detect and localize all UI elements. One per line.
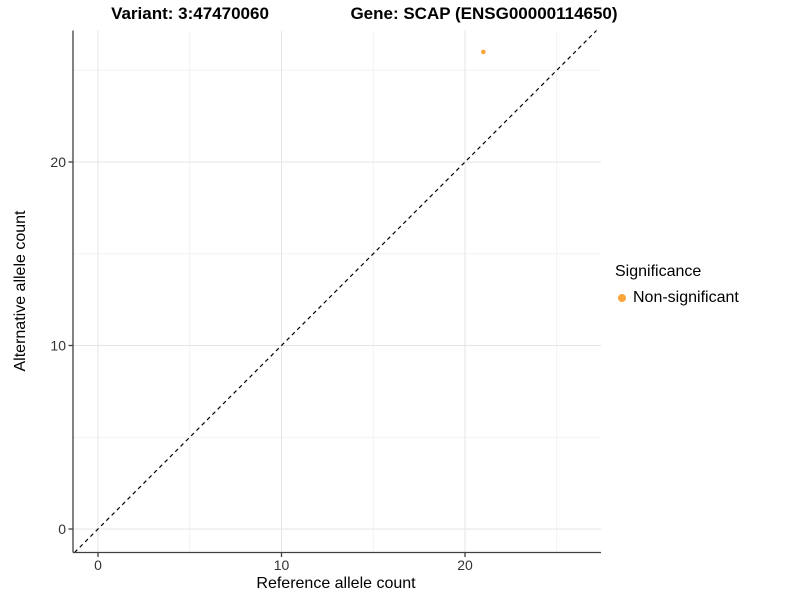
x-axis-label: Reference allele count [256, 575, 416, 592]
plot-title-variant: Variant: 3:47470060 [111, 4, 269, 23]
y-tick-label: 20 [50, 154, 66, 170]
x-tick-label: 0 [94, 557, 102, 573]
legend-item: Non-significant [615, 289, 739, 307]
data-point [481, 49, 486, 55]
legend: Significance Non-significant [615, 263, 739, 307]
legend-item-label: Non-significant [633, 289, 739, 306]
legend-title: Significance [615, 263, 702, 280]
y-axis-label: Alternative allele count [12, 210, 29, 372]
identity-reference-line [74, 30, 597, 553]
x-tick-label: 10 [274, 557, 290, 573]
y-tick-label: 0 [58, 521, 66, 537]
x-tick-label: 20 [457, 557, 473, 573]
plot-title-gene: Gene: SCAP (ENSG00000114650) [350, 4, 618, 23]
y-tick-label: 10 [50, 338, 66, 354]
legend-point-icon [618, 294, 626, 302]
